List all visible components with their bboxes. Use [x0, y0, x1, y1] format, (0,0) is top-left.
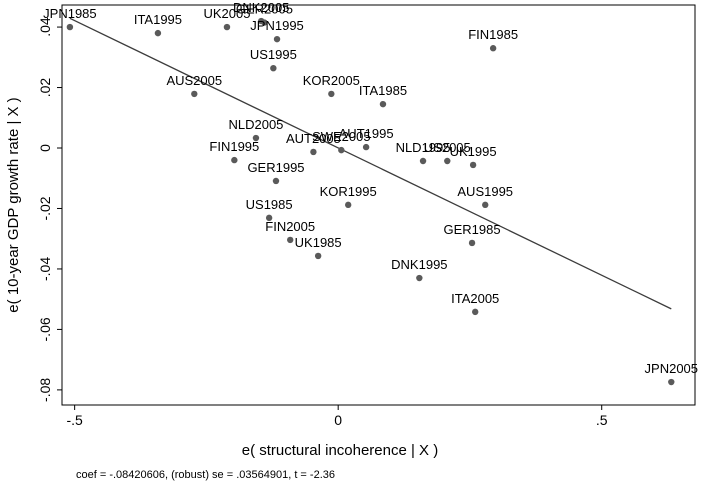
point	[223, 23, 231, 31]
point	[66, 23, 74, 31]
point-label: AUS1995	[457, 184, 513, 199]
point	[252, 134, 260, 142]
point	[328, 90, 335, 98]
point	[668, 378, 675, 386]
point-label: US2005	[424, 140, 471, 155]
point-label: JPN1985	[43, 6, 96, 21]
point-label: AUT2005	[286, 131, 341, 146]
point-label: UK2005	[203, 6, 250, 21]
point-label: UK1985	[295, 235, 342, 250]
point-label: UK1995	[450, 144, 497, 159]
point	[191, 90, 198, 98]
y-tick-label: -.06	[37, 317, 53, 341]
point	[310, 148, 317, 156]
point-label: ITA2005	[451, 291, 499, 306]
x-tick-label: 0	[334, 412, 342, 428]
point	[273, 35, 281, 43]
point-label: DNK2005	[233, 0, 289, 15]
point-label: KOR1995	[320, 184, 377, 199]
point	[468, 239, 476, 247]
point	[231, 156, 238, 164]
point	[419, 157, 427, 165]
x-tick-label: -.5	[66, 412, 83, 428]
y-axis-label: e( 10-year GDP growth rate | X )	[5, 97, 22, 312]
point-label: NLD2005	[228, 117, 283, 132]
point-label: DNK1995	[391, 257, 447, 272]
point	[416, 274, 423, 282]
point	[272, 177, 280, 185]
fit-line	[69, 17, 672, 310]
point	[344, 201, 352, 209]
y-tick-label: -.04	[37, 257, 53, 281]
plot-frame	[61, 4, 696, 406]
point-label: GER1995	[247, 160, 304, 175]
x-tick-label: .5	[596, 412, 608, 428]
point	[362, 143, 370, 151]
y-tick-label: -.08	[37, 378, 53, 402]
point	[270, 64, 277, 72]
point	[287, 236, 294, 244]
y-tick-label: .04	[37, 17, 53, 37]
note: coef = -.08420606, (robust) se = .035649…	[76, 469, 335, 481]
point	[265, 214, 273, 222]
point-label: GER1985	[444, 222, 501, 237]
point	[314, 252, 322, 260]
point	[469, 161, 477, 169]
point	[482, 201, 489, 209]
point-label: JPN2005	[645, 361, 698, 376]
point-label: FIN2005	[265, 219, 315, 234]
point-label: AUS2005	[166, 73, 222, 88]
point-label: JPN1995	[250, 18, 303, 33]
point-label: SWE2005	[312, 129, 371, 144]
point-label: KOR2005	[303, 73, 360, 88]
point-label: GER2005	[236, 2, 293, 17]
point-label: NLD1995	[396, 140, 451, 155]
y-tick-label: -.02	[37, 196, 53, 220]
point	[261, 19, 268, 26]
y-tick-label: .02	[37, 78, 53, 98]
point-label: ITA1995	[134, 12, 182, 27]
point	[379, 100, 387, 108]
point-label: US1985	[246, 197, 293, 212]
point-label: AUT1995	[339, 126, 394, 141]
point	[338, 146, 345, 154]
point	[472, 308, 479, 316]
point	[444, 157, 451, 165]
point-label: FIN1995	[209, 139, 259, 154]
point-label: US1995	[250, 47, 297, 62]
point-label: ITA1985	[359, 83, 407, 98]
point-label: FIN1985	[468, 27, 518, 42]
x-axis-label: e( structural incoherence | X )	[242, 442, 438, 459]
point	[154, 29, 162, 37]
y-tick-label: 0	[37, 144, 53, 152]
point	[489, 45, 497, 52]
